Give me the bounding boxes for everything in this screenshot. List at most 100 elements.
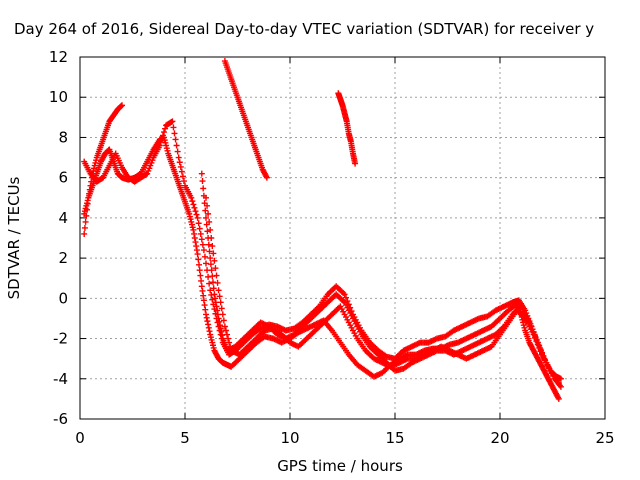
data-point (205, 210, 212, 217)
data-point (211, 291, 218, 298)
data-point (219, 311, 226, 318)
data-point (212, 265, 219, 272)
data-point (177, 163, 184, 170)
data-point (213, 272, 220, 279)
data-point (195, 220, 202, 227)
data-point (263, 174, 270, 181)
data-point (176, 159, 183, 166)
data-point (81, 230, 88, 237)
data-series-4 (335, 90, 359, 167)
data-point (205, 241, 212, 248)
data-point (197, 272, 204, 279)
data-point (194, 214, 201, 221)
y-tick-label: -4 (53, 370, 68, 388)
data-point (207, 287, 214, 294)
data-point (208, 235, 215, 241)
grid (80, 57, 605, 419)
y-tick-label: 8 (58, 128, 68, 146)
data-point (206, 248, 213, 255)
y-tick-label: 4 (58, 209, 68, 227)
data-point (536, 344, 543, 351)
y-tick-label: 10 (49, 88, 68, 106)
data-series (81, 58, 564, 402)
data-point (156, 142, 163, 149)
data-point (214, 279, 221, 286)
data-series-3 (221, 58, 270, 181)
data-point (196, 267, 203, 274)
data-point (178, 168, 185, 175)
data-point (224, 331, 230, 338)
data-point (170, 124, 177, 131)
data-point (200, 185, 207, 192)
data-point (204, 318, 211, 325)
data-point (161, 129, 167, 136)
data-point (207, 226, 214, 233)
data-point (207, 261, 214, 268)
data-point (198, 170, 205, 177)
data-point (216, 293, 223, 300)
data-point (343, 294, 349, 301)
data-point (175, 154, 182, 161)
data-point (180, 178, 187, 185)
data-point (174, 148, 181, 155)
data-point (555, 379, 562, 386)
data-point (119, 102, 125, 109)
data-point (221, 323, 228, 330)
data-point (208, 267, 215, 274)
data-point (210, 250, 217, 257)
data-series-0 (81, 102, 125, 237)
data-point (227, 343, 234, 350)
data-point (197, 230, 204, 237)
data-point (202, 207, 209, 214)
data-point (203, 214, 209, 221)
data-point (204, 202, 211, 209)
data-point (557, 383, 564, 390)
y-tick-label: -6 (53, 410, 68, 428)
x-tick-label: 25 (595, 429, 614, 447)
data-point (200, 247, 207, 254)
data-point (198, 236, 205, 243)
data-point (190, 201, 197, 208)
x-tick-label: 0 (75, 429, 85, 447)
chart-title: Day 264 of 2016, Sidereal Day-to-day VTE… (14, 20, 594, 38)
data-point (199, 178, 206, 185)
x-tick-label: 10 (280, 429, 299, 447)
data-point (226, 339, 233, 346)
data-point (530, 331, 537, 338)
data-point (207, 255, 214, 262)
plot-frame (79, 56, 606, 420)
x-tick-label: 20 (490, 429, 509, 447)
data-point (158, 135, 165, 142)
data-series-1 (81, 134, 562, 402)
data-point (172, 136, 179, 143)
data-point (206, 280, 213, 287)
y-tick-label: 12 (49, 48, 68, 66)
data-point (159, 132, 166, 139)
data-point (222, 327, 229, 334)
data-point (196, 261, 202, 268)
data-point (157, 139, 164, 146)
x-axis-title: GPS time / hours (277, 457, 403, 475)
data-point (195, 256, 202, 263)
data-point (190, 226, 197, 233)
data-point (211, 257, 218, 264)
data-point (352, 160, 359, 167)
data-point (191, 204, 198, 211)
y-tick-label: -2 (53, 330, 68, 348)
data-point (210, 285, 217, 292)
x-tick-label: 5 (180, 429, 190, 447)
data-point (555, 395, 562, 402)
data-point (215, 287, 222, 294)
data-point (198, 277, 205, 284)
data-point (200, 297, 207, 304)
data-point (203, 194, 209, 201)
data-point (162, 125, 169, 132)
data-point (534, 341, 541, 348)
data-point (220, 317, 227, 324)
data-point (194, 251, 201, 258)
data-point (532, 334, 538, 341)
data-point (188, 194, 195, 201)
data-point (82, 218, 89, 225)
data-point (218, 305, 225, 312)
